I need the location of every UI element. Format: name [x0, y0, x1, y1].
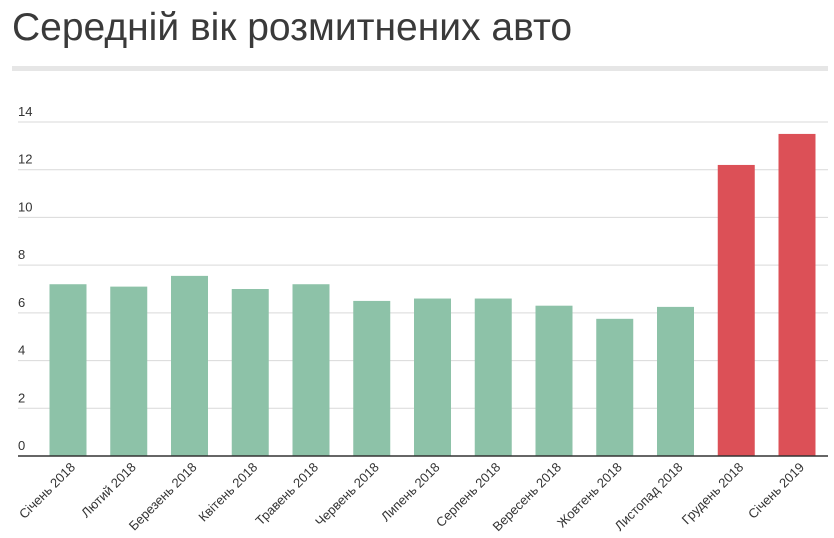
- page-title: Середній вік розмитнених авто: [12, 6, 573, 49]
- y-tick-label: 10: [18, 199, 32, 214]
- y-tick-label: 14: [18, 104, 32, 119]
- bar: [778, 133, 816, 456]
- x-category-label: Червень 2018: [312, 460, 382, 530]
- bar: [414, 298, 451, 456]
- bar: [474, 298, 512, 456]
- y-tick-label: 8: [18, 247, 25, 262]
- y-tick-label: 2: [18, 390, 25, 405]
- bar: [353, 300, 391, 456]
- y-tick-label: 0: [18, 438, 25, 453]
- bar: [657, 306, 694, 456]
- y-tick-label: 12: [18, 152, 32, 167]
- x-category-label: Квітень 2018: [195, 460, 260, 525]
- bar: [717, 164, 755, 456]
- bars: [49, 133, 816, 456]
- x-category-label: Грудень 2018: [679, 460, 747, 528]
- x-category-label: Липень 2018: [378, 460, 443, 525]
- x-category-label: Травень 2018: [252, 460, 321, 529]
- bar: [596, 318, 634, 456]
- bar: [49, 284, 87, 456]
- x-category-label: Січень 2019: [745, 460, 807, 522]
- x-category-label: Лютий 2018: [78, 460, 139, 521]
- bar: [171, 275, 208, 456]
- y-tick-label: 6: [18, 295, 25, 310]
- bar: [110, 286, 148, 456]
- y-axis-tick-labels: 0 2 4 6 8 10 12 14: [18, 104, 32, 453]
- bar: [292, 284, 330, 456]
- bar: [231, 289, 269, 456]
- title-divider: [12, 66, 828, 71]
- y-tick-label: 4: [18, 343, 25, 358]
- x-category-label: Січень 2018: [16, 460, 78, 522]
- bar: [535, 305, 573, 456]
